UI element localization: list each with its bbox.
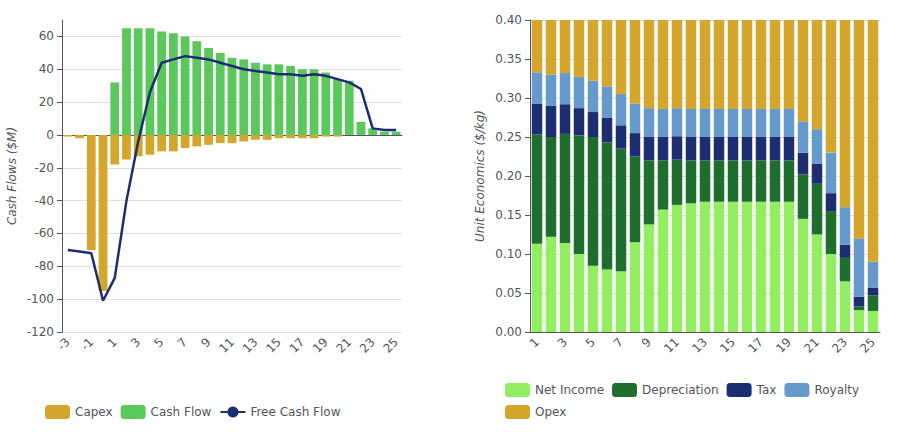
svg-text:-20: -20: [34, 161, 54, 175]
svg-text:-40: -40: [34, 194, 54, 208]
svg-text:9: 9: [198, 335, 213, 350]
svg-text:3: 3: [555, 335, 570, 350]
svg-text:Cash Flow: Cash Flow: [151, 405, 212, 419]
svg-text:17: 17: [287, 335, 308, 356]
svg-text:1: 1: [527, 335, 542, 350]
svg-text:0.20: 0.20: [495, 169, 522, 183]
svg-text:-80: -80: [34, 259, 54, 273]
svg-text:21: 21: [801, 335, 822, 356]
svg-text:Cash Flows ($M): Cash Flows ($M): [5, 127, 19, 225]
svg-text:19: 19: [773, 335, 794, 356]
svg-text:-60: -60: [34, 226, 54, 240]
svg-text:40: 40: [39, 62, 54, 76]
svg-text:1: 1: [104, 335, 119, 350]
svg-text:Unit Economics ($/kg): Unit Economics ($/kg): [473, 110, 487, 242]
svg-text:23: 23: [829, 335, 850, 356]
svg-text:Net Income: Net Income: [535, 383, 604, 397]
svg-text:-120: -120: [27, 325, 54, 339]
svg-text:19: 19: [310, 335, 331, 356]
svg-text:0.05: 0.05: [495, 286, 522, 300]
svg-text:Royalty: Royalty: [814, 383, 859, 397]
svg-text:15: 15: [717, 335, 738, 356]
svg-text:5: 5: [583, 335, 598, 350]
svg-text:7: 7: [611, 335, 626, 350]
svg-text:20: 20: [39, 95, 54, 109]
svg-text:0.10: 0.10: [495, 247, 522, 261]
svg-text:3: 3: [128, 335, 143, 350]
svg-text:15: 15: [263, 335, 284, 356]
svg-text:-3: -3: [54, 335, 72, 353]
svg-text:0.25: 0.25: [495, 130, 522, 144]
svg-text:13: 13: [240, 335, 261, 356]
svg-text:0: 0: [46, 128, 54, 142]
svg-text:0.35: 0.35: [495, 52, 522, 66]
svg-text:0.40: 0.40: [495, 13, 522, 27]
svg-text:21: 21: [334, 335, 355, 356]
svg-text:23: 23: [357, 335, 378, 356]
svg-text:5: 5: [151, 335, 166, 350]
svg-text:-100: -100: [27, 292, 54, 306]
svg-text:13: 13: [689, 335, 710, 356]
svg-text:11: 11: [216, 335, 237, 356]
svg-text:0.30: 0.30: [495, 91, 522, 105]
svg-text:Free Cash Flow: Free Cash Flow: [250, 405, 340, 419]
svg-text:Depreciation: Depreciation: [642, 383, 719, 397]
svg-text:60: 60: [39, 29, 54, 43]
svg-text:0.15: 0.15: [495, 208, 522, 222]
svg-text:25: 25: [857, 335, 878, 356]
svg-text:Opex: Opex: [535, 405, 566, 419]
svg-text:7: 7: [175, 335, 190, 350]
svg-text:0.00: 0.00: [495, 325, 522, 339]
svg-text:9: 9: [639, 335, 654, 350]
svg-text:25: 25: [380, 335, 401, 356]
svg-text:11: 11: [661, 335, 682, 356]
svg-text:17: 17: [745, 335, 766, 356]
svg-text:-1: -1: [78, 335, 96, 353]
svg-text:Tax: Tax: [756, 383, 777, 397]
svg-text:Capex: Capex: [75, 405, 113, 419]
